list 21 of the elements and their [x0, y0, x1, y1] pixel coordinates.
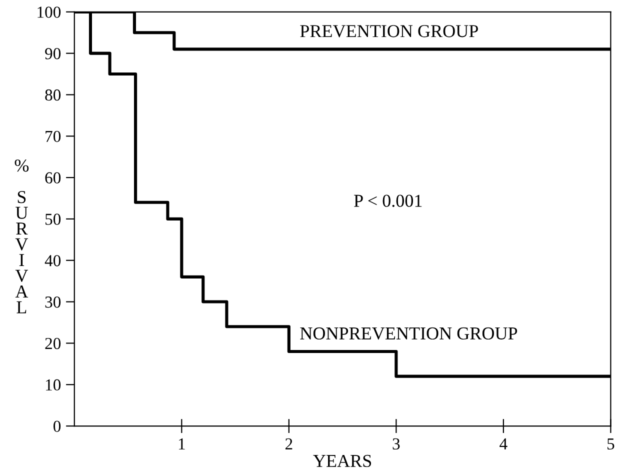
y-tick-label: 70: [46, 130, 61, 142]
x-tick-label: 1: [178, 438, 185, 450]
y-tick-label: 20: [45, 338, 61, 350]
y-tick-label: 100: [38, 6, 61, 18]
y-tick-label: 0: [54, 420, 61, 432]
y-tick-label: 50: [46, 214, 61, 225]
x-tick-label: 3: [392, 438, 400, 450]
y-tick-label: 40: [44, 255, 61, 266]
annotation: P < 0.001: [354, 194, 422, 207]
y-tick-label: 30: [45, 296, 61, 308]
x-tick-label: 2: [285, 438, 292, 450]
x-axis-title: YEARS: [313, 454, 372, 468]
x-tick-label: 5: [608, 438, 614, 450]
y-tick-label: 60: [45, 172, 61, 184]
y-tick-label: 90: [45, 48, 61, 60]
x-tick-label: 4: [500, 438, 508, 450]
y-tick-label: 10: [46, 379, 61, 391]
series-label: PREVENTION GROUP: [300, 25, 478, 38]
text: % SURVIVAL: [14, 159, 29, 314]
series-label: NONPREVENTION GROUP: [300, 327, 518, 340]
y-tick-label: 80: [45, 89, 61, 101]
